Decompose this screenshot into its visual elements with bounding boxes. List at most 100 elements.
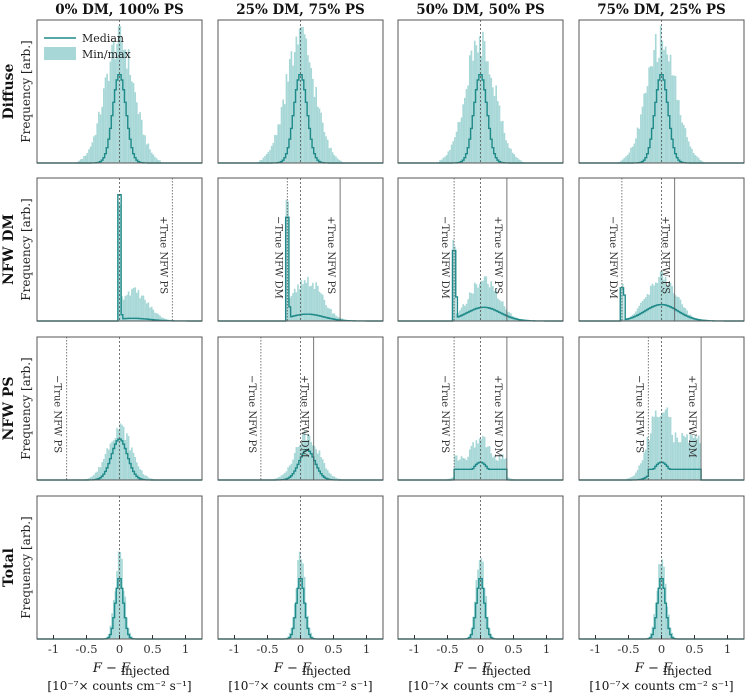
panel-frame bbox=[397, 336, 564, 481]
minmax-bar bbox=[452, 476, 455, 480]
minmax-bar bbox=[279, 476, 281, 480]
minmax-bar bbox=[331, 476, 334, 480]
x-tick-label: 1 bbox=[363, 642, 370, 656]
minmax-bar bbox=[495, 289, 497, 321]
minmax-bar bbox=[292, 459, 294, 480]
minmax-bar bbox=[302, 284, 304, 321]
minmax-bar bbox=[460, 117, 463, 163]
panel-frame bbox=[217, 177, 384, 322]
minmax-bar bbox=[640, 114, 642, 163]
minmax-bar bbox=[298, 288, 301, 321]
minmax-bar bbox=[482, 31, 484, 164]
minmax-bar bbox=[663, 279, 665, 321]
minmax-bar bbox=[513, 154, 516, 163]
minmax-bar bbox=[98, 466, 100, 480]
panel-frame bbox=[397, 177, 564, 322]
minmax-bar bbox=[679, 299, 682, 321]
minmax-bar bbox=[134, 92, 136, 163]
minmax-bar bbox=[635, 138, 637, 163]
x-axis-unit-label: [10⁻⁷× counts cm⁻² s⁻¹] bbox=[408, 679, 552, 693]
minmax-bar bbox=[124, 49, 127, 164]
minmax-bar bbox=[626, 478, 629, 480]
minmax-bar bbox=[134, 457, 136, 480]
minmax-bar bbox=[338, 317, 341, 321]
row-title: NFW PS bbox=[1, 377, 17, 441]
true-value-label: −True NFW PS bbox=[633, 375, 644, 453]
minmax-bar bbox=[478, 36, 481, 164]
minmax-bar bbox=[307, 55, 309, 163]
minmax-bar bbox=[305, 440, 308, 480]
minmax-bar bbox=[668, 614, 670, 639]
minmax-bar bbox=[472, 60, 474, 163]
minmax-bar bbox=[140, 470, 143, 480]
minmax-bar bbox=[145, 144, 148, 163]
minmax-bar bbox=[121, 296, 123, 321]
minmax-bar bbox=[318, 450, 321, 480]
x-axis-label-sub: injected bbox=[121, 664, 170, 678]
minmax-bar bbox=[653, 49, 655, 163]
minmax-bar bbox=[638, 465, 641, 480]
minmax-bar bbox=[272, 142, 275, 163]
minmax-bar bbox=[668, 416, 670, 480]
minmax-bar bbox=[131, 81, 133, 163]
minmax-bar bbox=[673, 293, 675, 321]
minmax-bar bbox=[687, 141, 690, 163]
minmax-bar bbox=[300, 443, 303, 480]
minmax-bar bbox=[500, 301, 502, 321]
minmax-bar bbox=[649, 633, 652, 639]
minmax-bar bbox=[684, 128, 687, 163]
minmax-bar bbox=[336, 478, 339, 480]
minmax-bar bbox=[310, 285, 313, 321]
minmax-bar bbox=[467, 299, 469, 321]
minmax-bar bbox=[671, 286, 674, 321]
minmax-bar bbox=[661, 271, 664, 321]
minmax-bar bbox=[284, 472, 286, 480]
minmax-bar bbox=[669, 417, 672, 480]
x-tick-label: -0.5 bbox=[256, 642, 278, 656]
minmax-bar bbox=[134, 287, 136, 321]
minmax-bar bbox=[290, 295, 293, 321]
minmax-bar bbox=[460, 456, 463, 480]
minmax-bar bbox=[303, 34, 306, 163]
minmax-bars bbox=[269, 430, 346, 480]
minmax-bar bbox=[485, 61, 488, 163]
minmax-bar bbox=[455, 313, 458, 321]
minmax-bar bbox=[107, 449, 110, 480]
minmax-bar bbox=[640, 302, 642, 321]
minmax-bar bbox=[109, 625, 112, 639]
minmax-bar bbox=[467, 85, 469, 163]
minmax-bar bbox=[320, 457, 322, 480]
minmax-bar bbox=[508, 147, 511, 163]
minmax-bar bbox=[147, 143, 150, 163]
minmax-bar bbox=[155, 313, 158, 321]
minmax-bar bbox=[488, 287, 491, 321]
minmax-bar bbox=[621, 159, 624, 163]
minmax-bar bbox=[643, 299, 645, 321]
minmax-bar bbox=[477, 52, 479, 163]
minmax-bar bbox=[465, 89, 468, 163]
minmax-bar bbox=[320, 293, 322, 321]
minmax-bar bbox=[681, 122, 683, 163]
minmax-bar bbox=[112, 440, 115, 480]
minmax-bar bbox=[492, 286, 494, 321]
minmax-bar bbox=[157, 314, 160, 321]
minmax-bar bbox=[152, 154, 155, 163]
minmax-bar bbox=[661, 559, 664, 639]
minmax-bar bbox=[638, 128, 641, 163]
minmax-bar bbox=[126, 294, 128, 321]
minmax-bar bbox=[493, 290, 496, 321]
minmax-bar bbox=[149, 149, 151, 163]
minmax-bar bbox=[664, 409, 667, 480]
minmax-bars bbox=[71, 26, 168, 164]
minmax-bar bbox=[84, 155, 87, 163]
minmax-bar bbox=[331, 152, 334, 163]
minmax-bar bbox=[498, 299, 501, 321]
minmax-bar bbox=[150, 152, 153, 163]
minmax-bar bbox=[321, 294, 324, 321]
minmax-bar bbox=[447, 151, 450, 163]
minmax-bar bbox=[666, 407, 669, 480]
minmax-bar bbox=[287, 81, 289, 163]
x-tick-label: 0.5 bbox=[504, 642, 522, 656]
minmax-bar bbox=[308, 62, 311, 164]
minmax-bars bbox=[252, 26, 349, 164]
